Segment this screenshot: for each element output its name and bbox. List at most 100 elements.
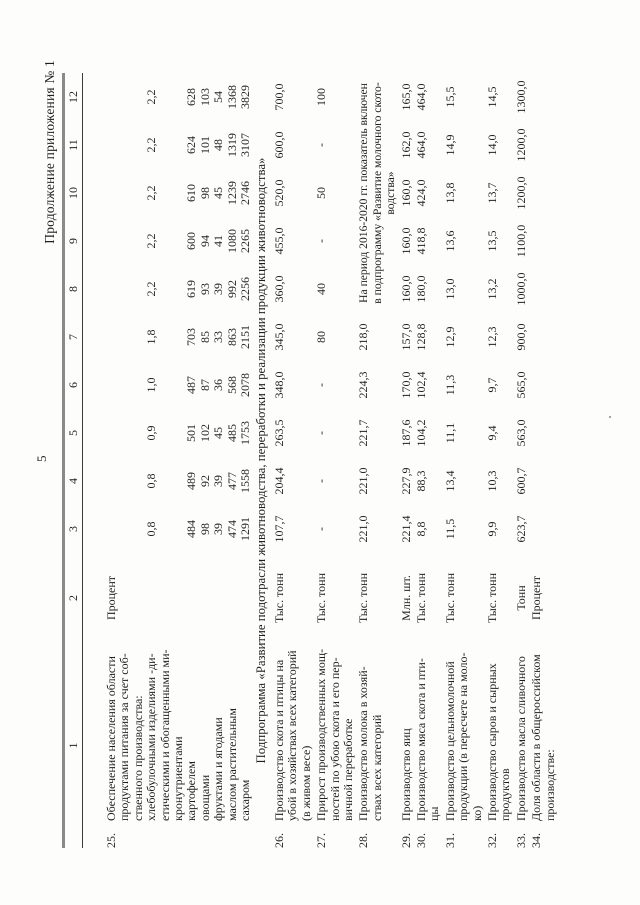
value-cell: 13,0 bbox=[442, 278, 457, 300]
value-cell: 160,0 bbox=[398, 179, 413, 207]
subprogram-heading: Подпрограмма «Развитие подотрасли животн… bbox=[254, 157, 269, 764]
column-number: 6 bbox=[66, 382, 80, 388]
page-number: 5 bbox=[34, 455, 49, 463]
row-number: 30. bbox=[413, 833, 428, 848]
value-cell: 13,6 bbox=[442, 230, 457, 252]
value-cell: 14,9 bbox=[442, 134, 457, 156]
value-cell: 1300,0 bbox=[513, 80, 528, 114]
row-number: 29. bbox=[398, 833, 413, 848]
column-number: 10 bbox=[66, 187, 80, 199]
column-number: 2 bbox=[66, 595, 80, 601]
table-row: 31. Производство цельномолочной продукции… bbox=[442, 73, 484, 849]
row-unit: Процент bbox=[104, 575, 118, 621]
value-cell: 455,0 bbox=[271, 227, 286, 255]
row-number: 26. bbox=[271, 833, 286, 848]
column-number: 11 bbox=[66, 139, 80, 151]
table-row: 27. Прирост производственных мощ- ностей … bbox=[314, 73, 355, 848]
row-number: 34. bbox=[529, 833, 544, 848]
value-cell: 13,4 bbox=[442, 470, 457, 492]
row-number: 28. bbox=[356, 833, 371, 848]
value-cell: 170,0 bbox=[398, 371, 413, 399]
value-cell: 623,7 bbox=[513, 515, 528, 543]
table-row: 28. Производство молока в хозяй- ствах вс… bbox=[356, 73, 397, 848]
row-label: Производство мяса скота и пти- цы bbox=[413, 658, 442, 821]
value-cell: 600,0 bbox=[271, 131, 286, 159]
table-header-row: 1 2 3 4 5 6 7 8 9 10 11 12 bbox=[65, 73, 83, 848]
row-number: 32. bbox=[484, 833, 499, 848]
value-cell: 50 bbox=[314, 187, 329, 199]
value-cell: 2,2 628 103 54 1368 3829 bbox=[144, 85, 253, 109]
column-number: 3 bbox=[66, 526, 80, 532]
row-unit: Тыс. тонн bbox=[442, 572, 457, 624]
value-cell: - bbox=[314, 527, 329, 531]
value-cell: 15,5 bbox=[442, 86, 457, 108]
value-cell: 128,8 bbox=[413, 323, 428, 351]
column-number: 12 bbox=[66, 91, 80, 103]
value-cell: 14,0 bbox=[484, 134, 499, 156]
table-row: 32. Производство сыров и сырных продуктов… bbox=[484, 73, 513, 849]
value-cell: 227,9 bbox=[398, 467, 413, 495]
value-cell: 160,0 bbox=[398, 227, 413, 255]
row-unit: Тыс. тонн bbox=[484, 572, 499, 624]
value-cell: 2,2 610 98 45 1239 2746 bbox=[144, 181, 253, 205]
value-cell: 8,8 bbox=[413, 521, 428, 537]
value-cell: 9,9 bbox=[484, 521, 499, 537]
column-number: 1 bbox=[66, 742, 80, 749]
value-cell: 180,0 bbox=[413, 275, 428, 303]
value-cell: 263,5 bbox=[271, 419, 286, 447]
column-number: 8 bbox=[66, 286, 80, 292]
value-cell: 11,3 bbox=[442, 374, 457, 396]
value-cell: 218,0 bbox=[356, 323, 371, 351]
value-cell: 221,7 bbox=[356, 419, 371, 447]
row-label: Производство цельномолочной продукции (в… bbox=[442, 652, 484, 822]
value-cell: 2,2 619 93 39 992 2256 bbox=[144, 277, 253, 301]
scan-speck bbox=[609, 416, 611, 418]
row-label: Производство масла сливочного bbox=[513, 656, 528, 821]
value-cell: 12,3 bbox=[484, 326, 499, 348]
row-number: 31. bbox=[442, 833, 457, 848]
row-label: Обеспечение населения области продуктами… bbox=[104, 649, 253, 821]
appendix-table: 1 2 3 4 5 6 7 8 9 10 11 12 25. Обеспечение населения… bbox=[62, 73, 559, 848]
value-cell: 424,0 bbox=[413, 179, 428, 207]
value-cell: 1100,0 bbox=[513, 224, 528, 258]
value-cell: 700,0 bbox=[271, 83, 286, 111]
value-cell: 0,8 489 92 39 477 1558 bbox=[144, 469, 253, 493]
value-cell: 12,9 bbox=[442, 326, 457, 348]
value-cell: 520,0 bbox=[271, 179, 286, 207]
value-cell: 13,7 bbox=[484, 182, 499, 204]
row-label: Производство скота и птицы на убой в хоз… bbox=[271, 650, 313, 821]
row-unit: Тыс. тонн bbox=[356, 572, 371, 624]
value-cell: 221,0 bbox=[356, 515, 371, 543]
value-cell: 1200,0 bbox=[513, 176, 528, 210]
table-row: 25. Обеспечение населения области продукт… bbox=[104, 73, 253, 848]
value-cell: - bbox=[314, 143, 329, 147]
column-number: 7 bbox=[66, 334, 80, 340]
value-cell: 2,2 600 94 41 1080 2265 bbox=[144, 229, 253, 253]
row-unit: Тыс. тонн bbox=[314, 572, 329, 624]
value-cell: 14,5 bbox=[484, 86, 499, 108]
value-cell: 345,0 bbox=[271, 323, 286, 351]
value-cell: 107,7 bbox=[271, 515, 286, 543]
column-number: 4 bbox=[66, 478, 80, 484]
value-cell: 13,8 bbox=[442, 182, 457, 204]
value-cell: 563,0 bbox=[513, 419, 528, 447]
row-number: 33. bbox=[513, 833, 528, 848]
value-cell: - bbox=[314, 239, 329, 243]
table-row: 26. Производство скота и птицы на убой в … bbox=[271, 73, 313, 849]
value-cell: 13,5 bbox=[484, 230, 499, 252]
value-cell: 0,9 501 102 45 485 1753 bbox=[144, 421, 253, 445]
value-cell: 80 bbox=[314, 331, 329, 343]
value-cell: 157,0 bbox=[398, 323, 413, 351]
value-cell: 418,8 bbox=[413, 227, 428, 255]
column-number: 5 bbox=[66, 430, 80, 436]
value-cell: 104,2 bbox=[413, 419, 428, 447]
value-cell: 360,0 bbox=[271, 275, 286, 303]
row-label: Производство яиц bbox=[398, 728, 413, 821]
row-number: 27. bbox=[314, 833, 329, 848]
value-cell: - bbox=[314, 431, 329, 435]
value-cell: 11,5 bbox=[442, 518, 457, 540]
table-row: 34. Доля области в общероссийском произво… bbox=[529, 73, 557, 848]
table-row: 30. Производство мяса скота и пти- цы Тыс.… bbox=[413, 73, 442, 849]
value-cell: 464,0 bbox=[413, 131, 428, 159]
